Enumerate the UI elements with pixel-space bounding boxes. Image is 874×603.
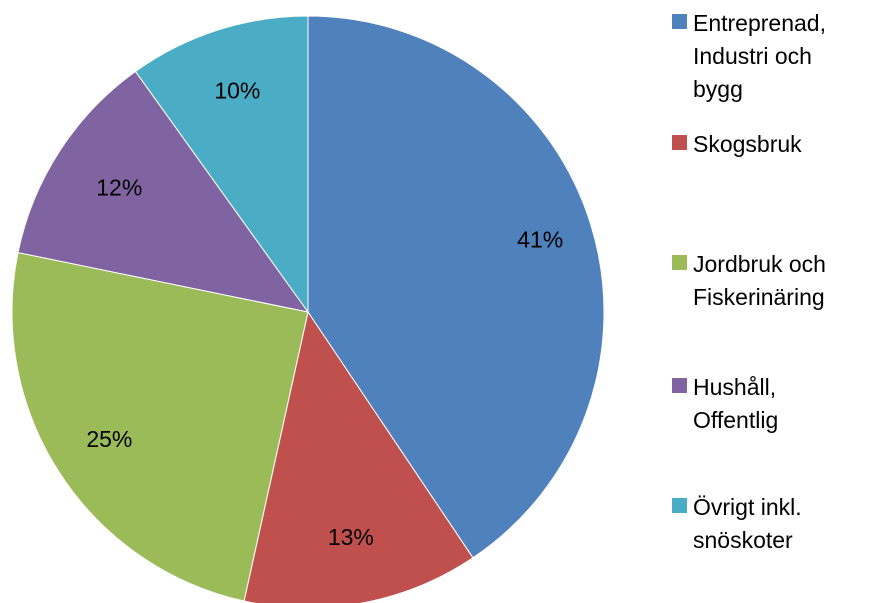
legend-item-skogsbruk: Skogsbruk xyxy=(672,128,863,161)
pie-slice-hushall xyxy=(17,70,310,313)
pie-slice-ovrigt xyxy=(134,15,309,314)
legend-item-entreprenad: Entreprenad, Industri och bygg xyxy=(672,7,863,106)
legend-swatch xyxy=(672,135,687,150)
legend-item-jordbruk: Jordbruk och Fiskerinäring xyxy=(672,248,863,314)
pie-slice-entreprenad xyxy=(307,15,605,559)
legend-label: Skogsbruk xyxy=(693,131,802,157)
pie-slice-jordbruk xyxy=(11,251,309,602)
data-label-skogsbruk: 13% xyxy=(328,524,374,550)
legend-swatch xyxy=(672,378,687,393)
legend-label: Entreprenad, Industri och bygg xyxy=(693,10,826,102)
data-label-entreprenad: 41% xyxy=(517,226,563,252)
data-label-hushall: 12% xyxy=(96,175,142,201)
legend-swatch xyxy=(672,255,687,270)
legend-swatch xyxy=(672,14,687,29)
data-label-jordbruk: 25% xyxy=(86,426,132,452)
pie-chart: 41% 13% 25% 12% 10% xyxy=(11,15,605,603)
legend-item-hushall: Hushåll, Offentlig xyxy=(672,371,863,437)
legend-label: Övrigt inkl. snöskoter xyxy=(693,494,802,553)
legend-item-ovrigt: Övrigt inkl. snöskoter xyxy=(672,491,863,557)
legend-label: Jordbruk och Fiskerinäring xyxy=(693,251,826,310)
data-label-ovrigt: 10% xyxy=(214,77,260,103)
legend-label: Hushåll, Offentlig xyxy=(693,374,779,433)
legend-swatch xyxy=(672,498,687,513)
